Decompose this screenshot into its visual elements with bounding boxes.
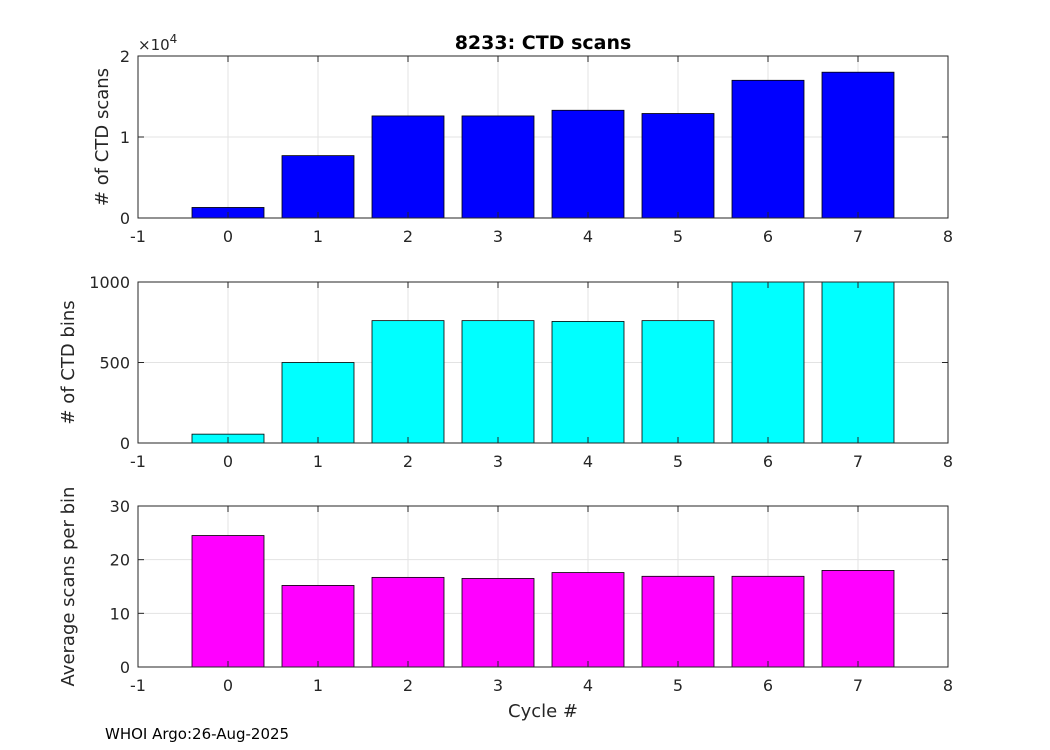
x-tick-label: 8 (943, 452, 953, 471)
bar-cycle-4 (551, 109, 625, 219)
x-tick-label: 2 (403, 227, 413, 246)
footer-stamp: WHOI Argo:26-Aug-2025 (105, 725, 290, 743)
y-tick-label: 1 (120, 128, 130, 147)
x-tick-label: 7 (853, 452, 863, 471)
bar-cycle-3 (461, 115, 535, 219)
bar-cycle-6 (731, 79, 805, 219)
bar-cycle-4 (551, 572, 625, 668)
plot-area (138, 506, 948, 667)
x-tick-label: 3 (493, 227, 503, 246)
x-tick-label: 8 (943, 676, 953, 695)
x-tick-label: 6 (763, 676, 773, 695)
axes-box (137, 505, 949, 668)
bar-cycle-5 (641, 113, 715, 219)
x-tick-label: 0 (223, 676, 233, 695)
bar-cycle-0 (191, 535, 265, 668)
x-tick-label: 7 (853, 676, 863, 695)
x-tick-label: 5 (673, 452, 683, 471)
x-tick-label: 4 (583, 452, 593, 471)
y-exponent-power: 4 (170, 32, 178, 46)
x-tick-label: 5 (673, 227, 683, 246)
bar-cycle-1 (281, 585, 355, 668)
figure-title: 8233: CTD scans (455, 32, 632, 54)
x-tick-label: 4 (583, 676, 593, 695)
x-tick-label: 3 (493, 676, 503, 695)
bar-cycle-4 (551, 321, 625, 444)
bar-cycle-2 (371, 320, 445, 444)
bar-cycle-1 (281, 155, 355, 219)
x-tick-label: 1 (313, 676, 323, 695)
y-axis-label: Average scans per bin (58, 487, 79, 687)
x-tick-label: 6 (763, 452, 773, 471)
x-tick-label: -1 (130, 227, 146, 246)
x-tick-label: 1 (313, 452, 323, 471)
x-tick-label: 3 (493, 452, 503, 471)
bar-cycle-2 (371, 115, 445, 219)
bar-cycle-6 (731, 575, 805, 668)
y-tick-label: 0 (120, 658, 130, 677)
x-tick-label: 1 (313, 227, 323, 246)
bar-cycle-7 (821, 281, 895, 444)
bar-cycle-1 (281, 362, 355, 444)
y-axis-label: # of CTD scans (92, 68, 113, 206)
y-tick-label: 10 (110, 604, 130, 623)
x-tick-label: 2 (403, 452, 413, 471)
y-exponent-label: ×104 (138, 32, 177, 54)
bar-cycle-7 (821, 71, 895, 219)
x-tick-label: 5 (673, 676, 683, 695)
x-tick-label: 6 (763, 227, 773, 246)
y-tick-label: 500 (99, 354, 130, 373)
x-tick-label: 0 (223, 227, 233, 246)
bar-cycle-2 (371, 576, 445, 668)
bar-cycle-3 (461, 578, 535, 668)
y-axis-label: # of CTD bins (58, 300, 79, 424)
bar-cycle-5 (641, 575, 715, 668)
x-tick-label: 2 (403, 676, 413, 695)
x-axis-label: Cycle # (508, 701, 578, 722)
x-tick-label: 7 (853, 227, 863, 246)
bar-cycle-5 (641, 320, 715, 444)
y-tick-label: 20 (110, 551, 130, 570)
x-tick-label: 8 (943, 227, 953, 246)
x-tick-label: 0 (223, 452, 233, 471)
bar-cycle-3 (461, 320, 535, 444)
bar-cycle-6 (731, 281, 805, 444)
y-tick-label: 2 (120, 47, 130, 66)
y-tick-label: 1000 (89, 273, 130, 292)
x-tick-label: 4 (583, 227, 593, 246)
x-tick-label: -1 (130, 452, 146, 471)
y-tick-label: 0 (120, 209, 130, 228)
x-tick-label: -1 (130, 676, 146, 695)
y-tick-label: 0 (120, 434, 130, 453)
bar-cycle-7 (821, 570, 895, 668)
y-tick-label: 30 (110, 497, 130, 516)
